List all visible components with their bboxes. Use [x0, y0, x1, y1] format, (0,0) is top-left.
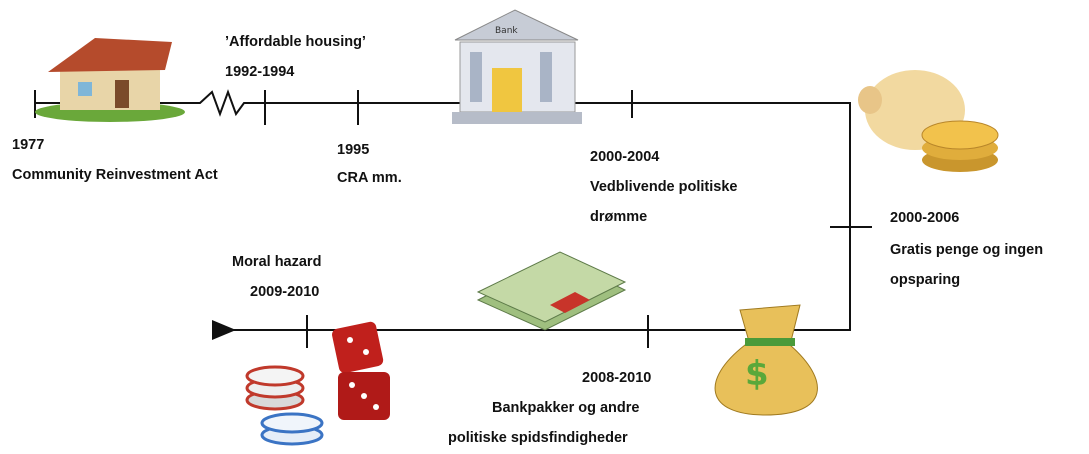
- event-label: opsparing: [890, 272, 960, 288]
- event-label: politiske spidsfindigheder: [448, 430, 628, 446]
- event-date: 1992-1994: [225, 64, 294, 80]
- event-date: 2008-2010: [582, 370, 651, 386]
- dollar-sign: $: [745, 354, 769, 394]
- timeline-diagram: Bank $ 1977 Community Reinvest: [0, 0, 1089, 454]
- bank-icon: Bank: [452, 10, 582, 124]
- event-label: Community Reinvestment Act: [12, 167, 218, 183]
- dice-icon: [331, 321, 390, 420]
- event-title: Moral hazard: [232, 254, 321, 270]
- event-title: ’Affordable housing’: [225, 34, 366, 50]
- page: Bank $ 1977 Community Reinvest: [0, 0, 1089, 454]
- event-label: Gratis penge og ingen: [890, 242, 1043, 258]
- event-label: CRA mm.: [337, 170, 402, 186]
- timeline-path: [35, 92, 850, 330]
- event-label: drømme: [590, 209, 647, 225]
- event-label: Vedblivende politiske: [590, 179, 737, 195]
- piggy-bank-icon: [858, 70, 998, 172]
- chips-icon: [247, 367, 322, 444]
- house-icon: [35, 38, 185, 122]
- bank-sign: Bank: [495, 26, 518, 36]
- event-date: 2000-2006: [890, 210, 959, 226]
- money-icon: [478, 252, 625, 330]
- event-date: 1977: [12, 137, 44, 153]
- event-label: Bankpakker og andre: [492, 400, 639, 416]
- event-date: 2000-2004: [590, 149, 659, 165]
- money-bag-icon: $: [715, 305, 817, 415]
- event-date: 2009-2010: [250, 284, 319, 300]
- event-date: 1995: [337, 142, 369, 158]
